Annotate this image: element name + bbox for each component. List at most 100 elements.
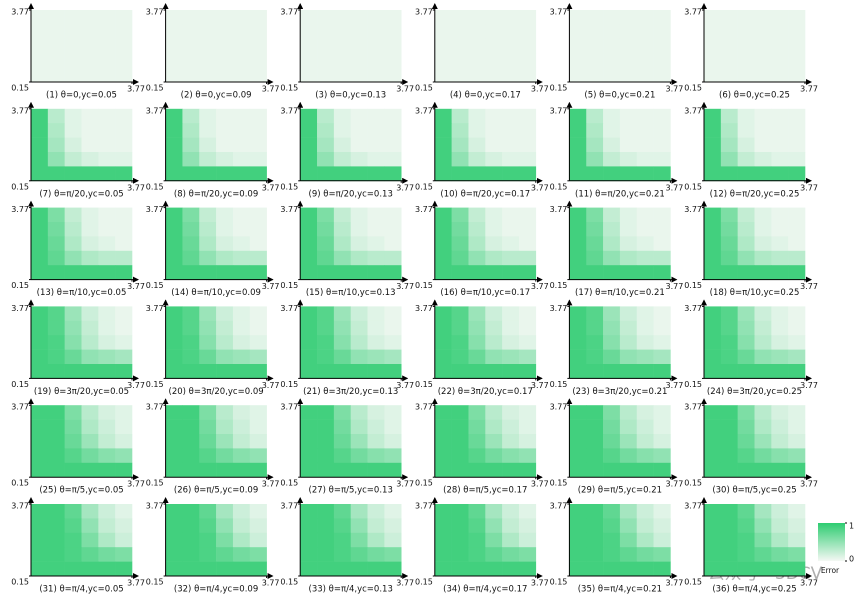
heat-cell (720, 561, 738, 577)
heat-cell (720, 448, 738, 464)
heat-cell (317, 405, 335, 420)
heat-cell (720, 137, 738, 153)
heat-cell (384, 462, 402, 478)
heat-cell (451, 265, 469, 280)
heat-cell (98, 67, 116, 83)
heat-cell (434, 504, 452, 519)
heat-cell (451, 152, 469, 167)
heat-cell (333, 462, 351, 478)
y-tick-label: 3.77 (415, 205, 433, 214)
heat-cell (115, 108, 133, 124)
heat-cell (47, 222, 65, 237)
heat-cell (636, 335, 654, 350)
heat-cell (350, 434, 368, 449)
heat-cell (771, 349, 789, 365)
heat-cell (31, 419, 49, 435)
heat-cell (636, 349, 654, 365)
heat-cell (317, 222, 335, 237)
y-tick-label: 0.15 (11, 380, 29, 389)
heat-cell (502, 137, 520, 153)
heat-cell (350, 236, 368, 252)
heat-cell (317, 462, 335, 478)
y-tick-label: 3.77 (11, 403, 29, 412)
heat-cell (502, 207, 520, 223)
x-tick-label: 3.77 (262, 480, 280, 489)
y-tick-label: 3.77 (280, 304, 298, 313)
heat-cell (603, 265, 621, 280)
heat-cell (754, 561, 772, 577)
heat-cell (182, 108, 200, 124)
heat-cell (485, 166, 503, 182)
heat-cell (165, 53, 183, 68)
heat-cell (216, 518, 234, 534)
heat-cell (468, 504, 486, 519)
heat-cell (165, 364, 183, 379)
heat-cell (451, 547, 469, 562)
heat-cell (249, 67, 267, 83)
heat-cell (653, 518, 671, 534)
heat-cell (317, 236, 335, 252)
heat-cell (216, 250, 234, 266)
heat-cell (434, 561, 452, 577)
heat-cell (468, 434, 486, 449)
y-tick-label: 0.15 (684, 281, 702, 290)
x-tick-label: 3.77 (800, 85, 818, 94)
heat-cell (367, 405, 385, 420)
heat-cell (115, 152, 133, 167)
heat-cell (586, 448, 604, 464)
heat-cell (333, 265, 351, 280)
heat-cell (502, 405, 520, 420)
heat-cell (518, 561, 537, 577)
heat-cell (317, 137, 335, 153)
heat-cell (754, 38, 772, 54)
heat-cell (31, 320, 49, 336)
heat-cell (603, 349, 621, 365)
heat-cell (771, 108, 789, 124)
panel-title: (34) θ=π/4,yc=0.17 (443, 585, 527, 595)
heat-cell (737, 10, 755, 25)
y-tick-label: 0.15 (684, 479, 702, 488)
heat-cell (737, 166, 755, 182)
heat-cell (502, 532, 520, 548)
heat-cell (216, 462, 234, 478)
panel-title: (10) θ=π/20,yc=0.17 (440, 189, 530, 199)
heat-cell (216, 504, 234, 519)
heat-cell (300, 434, 318, 449)
heat-cell (636, 532, 654, 548)
heat-cell (502, 547, 520, 562)
heat-cell (502, 250, 520, 266)
heat-cell (384, 10, 402, 25)
y-tick-label: 0.15 (146, 578, 164, 587)
heat-cell (98, 265, 116, 280)
heat-cell (98, 448, 116, 464)
heat-cell (502, 24, 520, 40)
heat-cell (333, 152, 351, 167)
heat-cell (216, 265, 234, 280)
heat-cell (737, 547, 755, 562)
heat-cell (182, 504, 200, 519)
heat-cell (367, 236, 385, 252)
heat-cell (619, 547, 638, 562)
panel-title: (19) θ=3π/20,yc=0.05 (34, 387, 129, 397)
heat-cell (434, 419, 452, 435)
heat-cell (788, 10, 806, 25)
y-tick-label: 3.77 (146, 205, 164, 214)
panel-title: (7) θ=π/20,yc=0.05 (39, 189, 123, 199)
heat-cell (586, 306, 604, 322)
heat-cell (115, 504, 133, 519)
heat-cell (788, 152, 806, 167)
heat-cell (317, 320, 335, 336)
heat-cell (115, 137, 133, 153)
panel-title: (5) θ=0,yc=0.21 (584, 91, 655, 101)
panel-title: (17) θ=π/10,yc=0.21 (575, 288, 665, 298)
y-tick-label: 3.77 (11, 304, 29, 313)
heat-cell (317, 207, 335, 223)
y-tick-label: 3.77 (684, 8, 702, 17)
panel-title: (16) θ=π/10,yc=0.17 (440, 288, 530, 298)
heat-cell (64, 250, 82, 266)
heat-cell (232, 532, 251, 548)
heat-cell (518, 10, 537, 25)
heat-cell (636, 561, 654, 577)
heat-cell (249, 364, 267, 379)
heat-cell (603, 434, 621, 449)
